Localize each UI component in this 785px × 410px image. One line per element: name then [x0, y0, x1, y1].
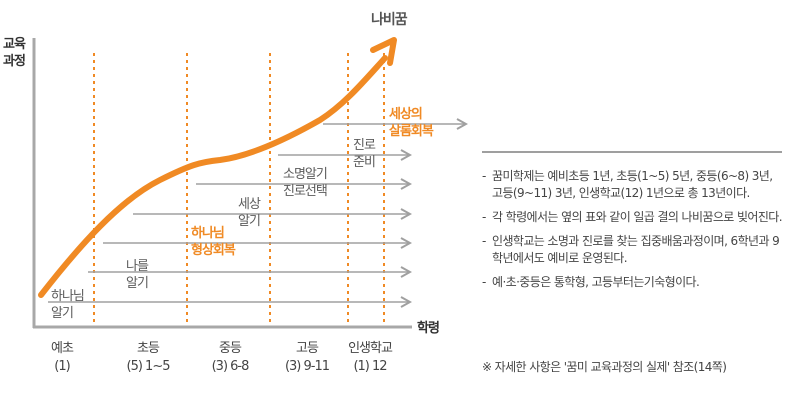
- note-item: - 예·초·중등은 통학형, 고등부터는기숙형이다.: [482, 274, 782, 291]
- curriculum-label-line: 진로선택: [283, 184, 328, 199]
- x-axis-title: 학령: [417, 321, 440, 336]
- curriculum-label: 진로 준비: [353, 137, 376, 171]
- curriculum-label-line: 살롬회복: [389, 124, 434, 139]
- note-item: - 인생학교는 소명과 진로를 찾는 집중배움과정이며, 6학년과 9학년에서도 …: [482, 233, 782, 267]
- stage-dividers: [93, 53, 385, 325]
- stage-name: 인생학교: [348, 341, 393, 356]
- stage-name: 예초: [51, 341, 74, 356]
- curriculum-label-line: 준비: [353, 155, 376, 170]
- goal-label: 나비꿈: [371, 12, 408, 28]
- stage-name: 고등: [296, 341, 319, 356]
- curriculum-label-line: 소명알기: [283, 167, 328, 182]
- note-dash: -: [482, 210, 486, 224]
- curriculum-label-line: 세상의: [389, 107, 423, 122]
- stage-name: 중등: [219, 341, 242, 356]
- curriculum-label-line: 나를: [126, 259, 149, 274]
- note-dash: -: [482, 275, 486, 289]
- curriculum-label-line: 진로: [353, 138, 376, 153]
- y-axis-title-line: 교육: [3, 37, 26, 52]
- curriculum-label: 세상 알기: [238, 196, 261, 230]
- note-item: -각 학령에서는 옆의 표와 같이 일곱 결의 나비꿈으로 빚어진다.: [482, 209, 783, 226]
- curriculum-label-highlight: 세상의 살롬회복: [389, 106, 434, 140]
- note-text: 인생학교는 소명과 진로를 찾는 집중배움과정이며, 6학년과 9학년에서도 예…: [492, 234, 780, 265]
- curriculum-label: 하나님 알기: [51, 288, 85, 322]
- curriculum-label-line: 형상회복: [191, 243, 236, 258]
- stage-range: (3) 6-8: [211, 359, 250, 374]
- stage-label: 초등 (5) 1~5: [118, 340, 178, 376]
- growth-arrowhead: [370, 37, 397, 66]
- level-arrows: [48, 124, 466, 302]
- curriculum-label-line: 알기: [238, 214, 261, 229]
- stage-label: 인생학교 (1) 12: [338, 340, 402, 376]
- stage-name: 초등: [137, 341, 160, 356]
- stage-label: 고등 (3) 9-11: [276, 340, 338, 376]
- curriculum-label-line: 하나님: [51, 289, 85, 304]
- stage-label: 중등 (3) 6-8: [200, 340, 260, 376]
- curriculum-label-line: 세상: [238, 197, 261, 212]
- notes-list: - 꿈미학제는 예비초등 1년, 초등(1~5) 5년, 중등(6~8) 3년, …: [482, 168, 783, 298]
- note-text: 각 학령에서는 옆의 표와 같이 일곱 결의 나비꿈으로 빚어진다.: [492, 210, 783, 224]
- curriculum-label-line: 알기: [51, 306, 74, 321]
- curriculum-label: 나를 알기: [126, 258, 149, 292]
- y-axis-title-line: 과정: [3, 54, 26, 69]
- note-text: 예·초·중등은 통학형, 고등부터는기숙형이다.: [492, 275, 700, 289]
- curriculum-label-line: 하나님: [191, 226, 225, 241]
- stage-range: (3) 9-11: [284, 359, 330, 374]
- stage-range: (1): [54, 359, 70, 374]
- stage-range: (5) 1~5: [126, 359, 171, 374]
- note-dash: -: [482, 169, 486, 183]
- growth-curve: [38, 55, 388, 298]
- curriculum-label-highlight: 하나님 형상회복: [191, 225, 236, 259]
- stage-range: (1) 12: [353, 359, 387, 374]
- curriculum-label-line: 알기: [126, 276, 149, 291]
- y-axis-title: 교육 과정: [3, 36, 26, 70]
- stage-label: 예초 (1): [42, 340, 82, 376]
- note-text: 꿈미학제는 예비초등 1년, 초등(1~5) 5년, 중등(6~8) 3년, 고…: [492, 169, 773, 200]
- curriculum-label: 소명알기 진로선택: [283, 166, 328, 200]
- note-item: - 꿈미학제는 예비초등 1년, 초등(1~5) 5년, 중등(6~8) 3년, …: [482, 168, 782, 202]
- reference-note: ※ 자세한 사항은 '꿈미 교육과정의 실제' 참조(14쪽): [482, 360, 727, 374]
- note-dash: -: [482, 234, 486, 248]
